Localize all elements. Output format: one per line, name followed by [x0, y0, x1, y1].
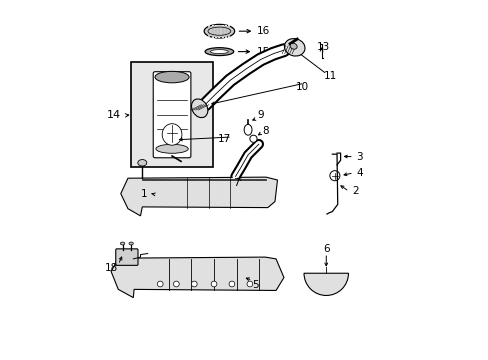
Circle shape	[191, 281, 197, 287]
Text: 2: 2	[352, 186, 358, 197]
FancyBboxPatch shape	[153, 72, 190, 158]
Text: 6: 6	[322, 244, 329, 254]
Ellipse shape	[244, 125, 251, 135]
Text: 1: 1	[141, 189, 147, 199]
Circle shape	[211, 281, 217, 287]
Text: 9: 9	[257, 111, 264, 121]
Text: 16: 16	[257, 26, 270, 36]
Text: 15: 15	[256, 46, 269, 57]
Ellipse shape	[155, 71, 189, 83]
Polygon shape	[121, 177, 277, 216]
Ellipse shape	[284, 39, 305, 56]
Text: 11: 11	[323, 71, 337, 81]
Circle shape	[246, 281, 252, 287]
Text: 12: 12	[287, 42, 301, 52]
FancyBboxPatch shape	[116, 249, 138, 265]
Ellipse shape	[156, 144, 188, 153]
Ellipse shape	[289, 43, 297, 49]
Text: 14: 14	[106, 111, 121, 121]
Ellipse shape	[249, 135, 257, 142]
Circle shape	[329, 171, 339, 181]
Text: 13: 13	[316, 42, 329, 52]
Circle shape	[228, 281, 234, 287]
Ellipse shape	[203, 24, 234, 38]
Text: 8: 8	[262, 126, 269, 135]
Ellipse shape	[162, 124, 182, 145]
Text: 10: 10	[295, 82, 308, 92]
Text: 17: 17	[218, 134, 231, 144]
Ellipse shape	[210, 50, 228, 54]
Circle shape	[173, 281, 179, 287]
Ellipse shape	[191, 99, 207, 118]
Text: 5: 5	[251, 280, 258, 290]
Ellipse shape	[129, 242, 133, 245]
Polygon shape	[111, 257, 284, 298]
Text: 18: 18	[104, 262, 118, 273]
Ellipse shape	[204, 48, 233, 55]
FancyBboxPatch shape	[131, 62, 213, 167]
Text: 7: 7	[233, 177, 240, 188]
Text: 3: 3	[355, 152, 362, 162]
Wedge shape	[304, 273, 348, 296]
Ellipse shape	[120, 242, 124, 245]
Circle shape	[157, 281, 163, 287]
Ellipse shape	[138, 159, 146, 166]
Text: 4: 4	[355, 168, 362, 178]
